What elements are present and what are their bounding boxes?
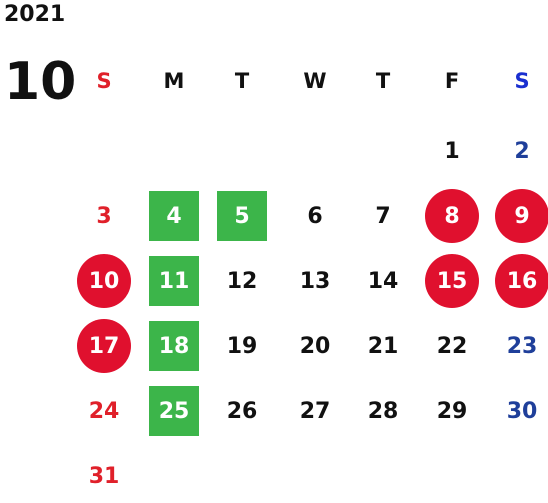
day-cell-22[interactable]: 22 <box>424 321 480 371</box>
day-cell-11[interactable]: 11 <box>146 256 202 306</box>
day-cell-29[interactable]: 29 <box>424 386 480 436</box>
day-cell-12[interactable]: 12 <box>214 256 270 306</box>
day-number: 29 <box>436 398 468 424</box>
weekday-header-fri: F <box>444 69 460 93</box>
holiday-circle-marker <box>495 254 548 308</box>
highlight-square-marker <box>149 386 199 436</box>
day-cell-23[interactable]: 23 <box>494 321 548 371</box>
day-number: 4 <box>166 203 182 229</box>
day-cell-30[interactable]: 30 <box>494 386 548 436</box>
day-number: 22 <box>436 333 468 359</box>
highlight-square-marker <box>149 191 199 241</box>
day-number: 8 <box>444 203 460 229</box>
weekday-header-wed: W <box>303 69 327 93</box>
day-cell-2[interactable]: 2 <box>494 126 548 176</box>
weekday-header-mon: M <box>163 69 185 93</box>
day-number: 11 <box>158 268 190 294</box>
holiday-circle-marker <box>77 319 131 373</box>
day-cell-10[interactable]: 10 <box>76 254 132 308</box>
day-cell-26[interactable]: 26 <box>214 386 270 436</box>
month-number: 10 <box>4 52 77 112</box>
day-cell-18[interactable]: 18 <box>146 321 202 371</box>
day-cell-28[interactable]: 28 <box>355 386 411 436</box>
day-number: 19 <box>226 333 258 359</box>
day-number: 18 <box>158 333 190 359</box>
day-number: 30 <box>506 398 538 424</box>
weekday-header-sat: S <box>514 69 530 93</box>
holiday-circle-marker <box>495 189 548 243</box>
day-cell-14[interactable]: 14 <box>355 256 411 306</box>
day-cell-1[interactable]: 1 <box>424 126 480 176</box>
day-number: 27 <box>299 398 331 424</box>
highlight-square-marker <box>149 256 199 306</box>
day-number: 28 <box>367 398 399 424</box>
day-number: 26 <box>226 398 258 424</box>
day-number: 23 <box>506 333 538 359</box>
day-number: 14 <box>367 268 399 294</box>
day-cell-8[interactable]: 8 <box>424 189 480 243</box>
day-cell-13[interactable]: 13 <box>287 256 343 306</box>
day-number: 20 <box>299 333 331 359</box>
day-number: 16 <box>506 268 538 294</box>
day-cell-3[interactable]: 3 <box>76 191 132 241</box>
day-number: 10 <box>88 268 120 294</box>
day-number: 21 <box>367 333 399 359</box>
day-cell-16[interactable]: 16 <box>494 254 548 308</box>
day-cell-24[interactable]: 24 <box>76 386 132 436</box>
day-number: 9 <box>514 203 530 229</box>
day-cell-6[interactable]: 6 <box>287 191 343 241</box>
day-number: 17 <box>88 333 120 359</box>
day-cell-15[interactable]: 15 <box>424 254 480 308</box>
day-number: 2 <box>514 138 530 164</box>
day-number: 24 <box>88 398 120 424</box>
day-number: 13 <box>299 268 331 294</box>
day-cell-27[interactable]: 27 <box>287 386 343 436</box>
holiday-circle-marker <box>77 254 131 308</box>
day-cell-7[interactable]: 7 <box>355 191 411 241</box>
weekday-header-tue: T <box>234 69 250 93</box>
day-cell-21[interactable]: 21 <box>355 321 411 371</box>
day-number: 31 <box>88 463 120 489</box>
weekday-header-thu: T <box>375 69 391 93</box>
day-number: 15 <box>436 268 468 294</box>
day-cell-17[interactable]: 17 <box>76 319 132 373</box>
highlight-square-marker <box>149 321 199 371</box>
year-label: 2021 <box>4 2 66 27</box>
day-cell-19[interactable]: 19 <box>214 321 270 371</box>
day-cell-9[interactable]: 9 <box>494 189 548 243</box>
day-number: 25 <box>158 398 190 424</box>
day-cell-5[interactable]: 5 <box>214 191 270 241</box>
highlight-square-marker <box>217 191 267 241</box>
day-number: 6 <box>307 203 323 229</box>
day-number: 3 <box>96 203 112 229</box>
day-number: 1 <box>444 138 460 164</box>
holiday-circle-marker <box>425 254 479 308</box>
day-cell-31[interactable]: 31 <box>76 451 132 501</box>
weekday-header-sun: S <box>96 69 112 93</box>
day-cell-4[interactable]: 4 <box>146 191 202 241</box>
day-cell-25[interactable]: 25 <box>146 386 202 436</box>
day-number: 7 <box>375 203 391 229</box>
day-number: 5 <box>234 203 250 229</box>
day-cell-20[interactable]: 20 <box>287 321 343 371</box>
day-number: 12 <box>226 268 258 294</box>
holiday-circle-marker <box>425 189 479 243</box>
